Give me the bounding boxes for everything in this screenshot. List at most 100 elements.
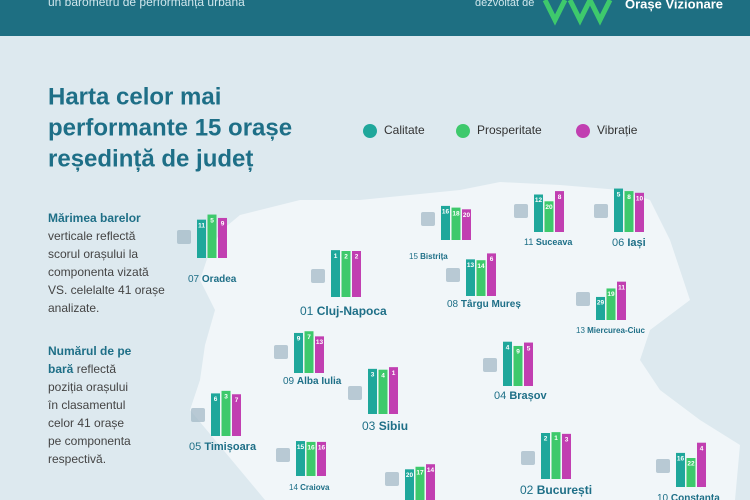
bar (606, 288, 616, 320)
note-bold: Numărul de pe (48, 344, 132, 358)
legend-label: Prosperitate (477, 123, 542, 137)
bar-label: 14 (427, 467, 435, 474)
bar-label: 16 (442, 209, 450, 216)
brand: Orașe Vizionare (625, 0, 723, 11)
bar (635, 192, 644, 232)
bar-label: 9 (221, 221, 225, 228)
legend-label: Calitate (384, 123, 425, 137)
note-line: poziția orașului (48, 380, 128, 394)
bar-label: 17 (416, 469, 424, 476)
note-bold: bară (48, 362, 74, 376)
bar (232, 394, 241, 436)
bar (317, 441, 326, 476)
city-label: 09 Alba Iulia (283, 376, 342, 387)
city-rank: 07 (188, 274, 200, 285)
photo-icon (521, 451, 535, 465)
bar-label: 1 (392, 370, 396, 377)
bar-label: 1 (554, 435, 558, 442)
bar-label: 4 (700, 445, 704, 452)
photo-icon (446, 268, 460, 282)
city-name: Sibiu (379, 419, 408, 433)
bar-label: 20 (545, 204, 553, 211)
tagline: un barometru de performanță urbană (48, 0, 245, 9)
city-label: 06 Iași (612, 237, 646, 249)
photo-icon (276, 448, 290, 462)
bar-label: 5 (617, 191, 621, 198)
note-line: în clasamentul (47, 398, 125, 412)
by-text: dezvoltat de (475, 0, 534, 9)
city-rank: 04 (494, 390, 506, 402)
city-name: Timișoara (204, 441, 257, 453)
bar-label: 5 (210, 217, 214, 224)
bar-label: 3 (565, 437, 569, 444)
bar-label: 16 (677, 456, 685, 463)
bar (614, 188, 623, 232)
city-rank: 09 (283, 376, 295, 387)
city-rank: 10 (657, 493, 669, 500)
bar-label: 20 (463, 212, 471, 219)
bar-label: 22 (687, 461, 695, 468)
bar (534, 194, 543, 232)
city-name: Constanța (671, 493, 720, 500)
city-label: 15 Bistrița (409, 252, 448, 261)
bar-label: 11 (198, 222, 205, 229)
city-name: București (537, 483, 592, 497)
bar (304, 331, 314, 373)
bar (544, 201, 554, 232)
city-rank: 15 (409, 252, 418, 261)
bar (415, 466, 425, 500)
bar-label: 6 (214, 396, 218, 403)
title-line: Harta celor mai (48, 83, 221, 110)
city-label: 04 Brașov (494, 390, 547, 402)
note-line: celor 41 orașe (48, 416, 124, 430)
bar-label: 18 (452, 210, 460, 217)
city-label: 03 Sibiu (362, 419, 408, 433)
bar-label: 2 (344, 254, 348, 261)
bar (331, 250, 340, 297)
bar-label: 10 (636, 196, 644, 203)
bar-label: 3 (224, 394, 228, 401)
bar-label: 20 (406, 472, 414, 479)
city-rank: 08 (447, 299, 459, 310)
city-label: 14 Craiova (289, 483, 330, 492)
bar (513, 345, 523, 386)
legend: Calitate Prosperitate Vibrație (363, 123, 638, 138)
city-rank: 01 (300, 304, 314, 318)
bar (218, 217, 227, 258)
photo-icon (274, 345, 288, 359)
bar-label: 7 (307, 334, 311, 341)
logo (542, 0, 613, 26)
city-rank: 11 (524, 237, 533, 247)
photo-icon (191, 408, 205, 422)
map-outline (190, 182, 740, 500)
note-line: verticale reflectă (48, 229, 136, 243)
bar (676, 452, 685, 487)
bar-label: 29 (597, 300, 605, 307)
city-name: Suceava (536, 237, 574, 247)
title-line: performante 15 orașe (48, 114, 292, 141)
photo-icon (594, 204, 608, 218)
bar (352, 251, 361, 297)
photo-icon (656, 459, 670, 473)
bar (405, 469, 414, 500)
legend-swatch (576, 124, 590, 138)
note-text: reflectă (77, 362, 117, 376)
bar-label: 7 (235, 397, 239, 404)
header-band (0, 0, 750, 36)
notes: Mărimea barelor verticale reflectă scorul … (47, 211, 165, 466)
photo-icon (385, 472, 399, 486)
bar-label: 13 (316, 339, 324, 346)
city-label: 08 Târgu Mureș (447, 299, 521, 310)
bar (294, 332, 303, 373)
legend-swatch (456, 124, 470, 138)
bar (207, 214, 217, 258)
bar-label: 12 (535, 197, 543, 204)
bar (697, 442, 706, 487)
photo-icon (348, 386, 362, 400)
bar (624, 191, 634, 232)
photo-icon (483, 358, 497, 372)
bar-label: 2 (355, 254, 359, 261)
bar-label: 13 (467, 262, 475, 269)
bar-label: 5 (527, 345, 531, 352)
